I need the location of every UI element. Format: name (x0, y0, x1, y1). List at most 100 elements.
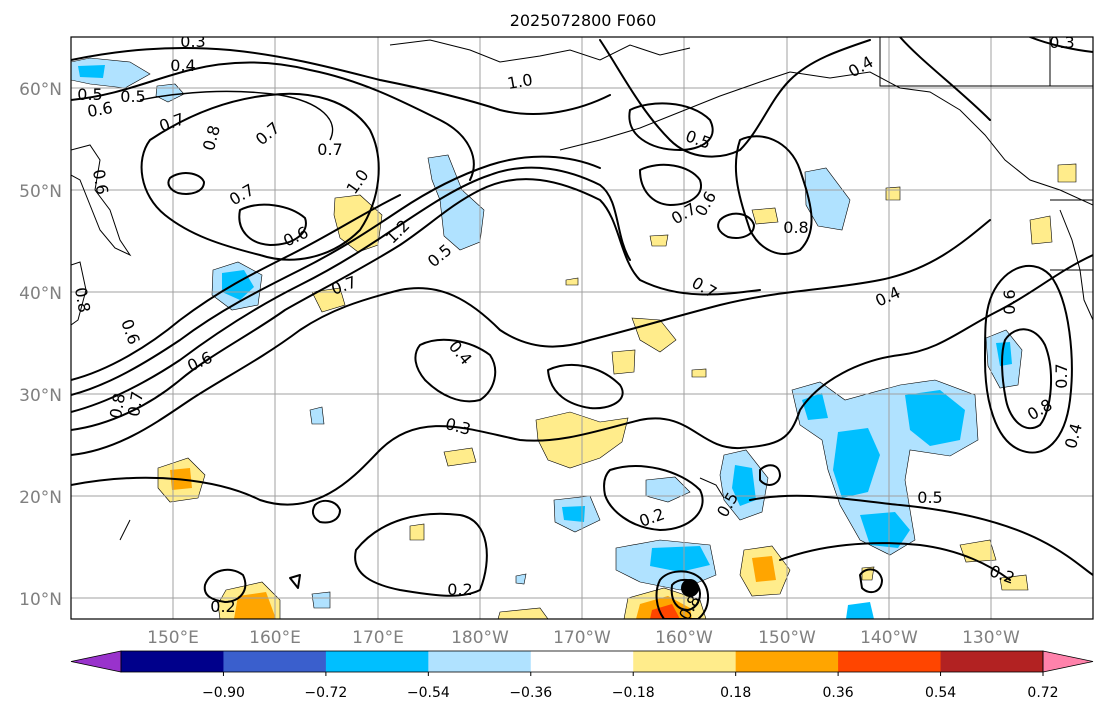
colorbar-tick-label: 0.18 (720, 685, 751, 701)
contour-label: 0.4 (170, 56, 195, 75)
shade-blob (752, 556, 776, 582)
colorbar-segment (121, 651, 224, 672)
colorbar-segment (633, 651, 737, 672)
contour-line (71, 61, 475, 181)
colorbar-extend-high (1042, 650, 1094, 673)
contour-line (734, 135, 813, 255)
shade-blob (309, 406, 325, 425)
colorbar-extend-low (70, 650, 122, 673)
colorbar-labels: −0.90 −0.72 −0.54 −0.36 −0.18 0.18 0.36 0.54 0.7… (202, 672, 1059, 701)
contour-center (681, 579, 699, 597)
contour-line (354, 512, 488, 597)
colorbar-tick-label: 0.72 (1027, 685, 1058, 701)
latitude-labels: 60°N 50°N 40°N 30°N 20°N 10°N (19, 80, 62, 610)
contour-line (717, 212, 755, 239)
shade-blob (71, 57, 151, 89)
shade-blob (649, 234, 669, 247)
contour-line (655, 570, 709, 619)
shade-blob (311, 591, 331, 609)
colorbar-segment (428, 651, 532, 672)
lon-label: 130°W (962, 628, 1020, 648)
contour-line (140, 92, 380, 261)
shade-blob (650, 546, 710, 572)
contour-label: 0.7 (124, 390, 147, 418)
alaska-west-coast (389, 39, 691, 63)
shade-blob (234, 592, 276, 619)
shade-blob (497, 607, 549, 619)
contour-line (670, 578, 701, 611)
contour-line (749, 494, 1093, 576)
contour-line (984, 264, 1073, 454)
contour-label: 0.7 (317, 140, 342, 159)
lon-label: 160°W (655, 628, 713, 648)
shade-blob (905, 390, 965, 446)
contour-line (167, 172, 205, 195)
shade-blob (885, 186, 901, 201)
kamchatka-coast (71, 144, 132, 257)
colorbar-segment (838, 651, 942, 672)
colorbar-tick-label: 0.54 (925, 685, 956, 701)
lat-label: 10°N (19, 590, 62, 610)
shade-blob (1029, 215, 1053, 245)
shade-blob (515, 573, 527, 585)
contour-label: 0.2 (447, 580, 472, 599)
contour-line (71, 178, 761, 431)
lon-label: 180°W (451, 628, 509, 648)
lat-label: 60°N (19, 80, 62, 100)
colorbar-tick-label: −0.72 (304, 685, 347, 701)
contour-line (1001, 328, 1053, 430)
contour-line (71, 194, 401, 381)
contour-line (238, 203, 307, 246)
asia-coast (71, 261, 87, 326)
colorbar-segment (735, 651, 839, 672)
contour-label: 1.0 (506, 70, 534, 93)
contour-line (759, 464, 781, 486)
colorbar-frame (120, 650, 1044, 673)
contour-line (603, 465, 704, 531)
colorbar-segment (325, 651, 429, 672)
contour-label: 0.3 (180, 32, 205, 51)
lon-label: 150°W (758, 628, 816, 648)
lon-label: 170°W (553, 628, 611, 648)
contour-line (71, 47, 611, 116)
contour-label: 0.5 (120, 87, 145, 106)
contour-line (779, 542, 1011, 581)
lon-label: 140°W (860, 628, 918, 648)
coastlines (71, 37, 1093, 541)
longitude-labels: 150°E 160°E 170°E 180°W 170°W 160°W 150°… (147, 628, 1020, 648)
aleutian-chain (559, 71, 791, 151)
shade-blob (860, 512, 910, 548)
lat-label: 30°N (19, 386, 62, 406)
contour-label: 0.6 (89, 168, 112, 196)
shade-blob (751, 207, 779, 225)
contour-label: 0.2 (210, 597, 235, 616)
contour-label: 0.5 (917, 488, 942, 507)
shade-blob (691, 368, 707, 378)
shade-blob (78, 65, 105, 78)
shade-blob (833, 428, 880, 498)
contour-label: 0.6 (1000, 289, 1019, 314)
contour-line (289, 574, 301, 589)
lat-label: 50°N (19, 182, 62, 202)
contour-line (414, 338, 497, 403)
lon-label: 170°E (352, 628, 404, 648)
colorbar-tick-label: −0.36 (509, 685, 552, 701)
shade-blob (650, 604, 680, 619)
lon-label: 160°E (249, 628, 301, 648)
contour-line (71, 254, 1093, 506)
contour-line (628, 102, 714, 151)
contour-label: 0.5 (77, 85, 102, 104)
contour-line (639, 163, 702, 206)
contour-line (311, 499, 341, 524)
contour-label: 0.6 (86, 98, 114, 121)
contour-label: 0.8 (71, 286, 94, 314)
gridlines (71, 37, 1093, 619)
colorbar-tick-label: −0.54 (407, 685, 450, 701)
shade-blob (804, 167, 851, 231)
contour-line (71, 166, 631, 413)
shade-blob (846, 602, 874, 619)
colorbar-tick-label: −0.18 (612, 685, 655, 701)
lat-label: 20°N (19, 488, 62, 508)
contour-line (899, 37, 991, 121)
contour-line (547, 364, 624, 410)
